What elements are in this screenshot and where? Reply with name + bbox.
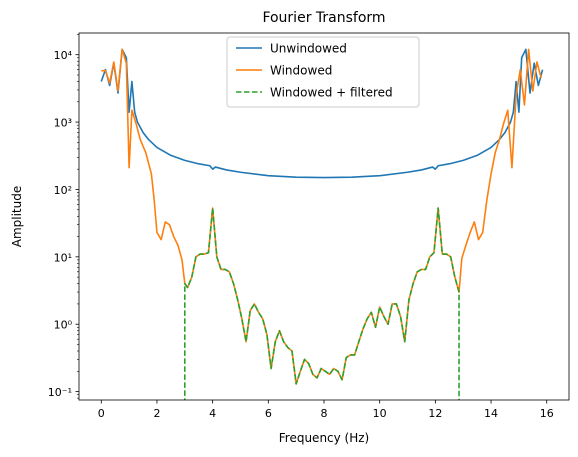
x-axis-ticks: 0 2 4 6 8 10 12 14 16 — [98, 400, 554, 420]
series-line-unwindowed — [100, 48, 544, 179]
legend-label-windowed-filtered: Windowed + filtered — [270, 86, 393, 100]
x-tick-label: 14 — [484, 407, 498, 420]
x-tick-label: 2 — [153, 407, 160, 420]
legend-label-windowed: Windowed — [270, 64, 332, 78]
x-tick-label: 16 — [540, 407, 554, 420]
legend-label-unwindowed: Unwindowed — [270, 42, 347, 56]
x-tick-label: 4 — [209, 407, 216, 420]
x-tick-label: 6 — [265, 407, 272, 420]
plot-lines — [100, 48, 544, 400]
x-tick-label: 0 — [98, 407, 105, 420]
chart-title: Fourier Transform — [262, 10, 385, 26]
y-tick-label: 10² — [54, 184, 72, 197]
y-axis-ticks: 10⁻¹ 10⁰ 10¹ 10² 10³ 10⁴ — [48, 34, 79, 399]
y-tick-label: 10³ — [54, 117, 72, 130]
x-tick-label: 10 — [373, 407, 387, 420]
series-line-windowed — [101, 48, 542, 385]
y-tick-label: 10⁰ — [54, 319, 73, 332]
y-tick-label: 10¹ — [54, 251, 72, 264]
legend-box — [226, 36, 420, 108]
y-axis-label: Amplitude — [10, 186, 24, 248]
legend: Unwindowed Windowed Windowed + filtered — [226, 36, 420, 108]
x-tick-label: 12 — [428, 407, 442, 420]
plot-frame — [78, 32, 570, 401]
series-line-windowed-filtered — [184, 207, 460, 400]
x-tick-label: 8 — [321, 407, 328, 420]
x-axis-label: Frequency (Hz) — [279, 431, 370, 445]
y-tick-label: 10⁴ — [54, 49, 73, 62]
y-tick-label: 10⁻¹ — [48, 386, 72, 399]
